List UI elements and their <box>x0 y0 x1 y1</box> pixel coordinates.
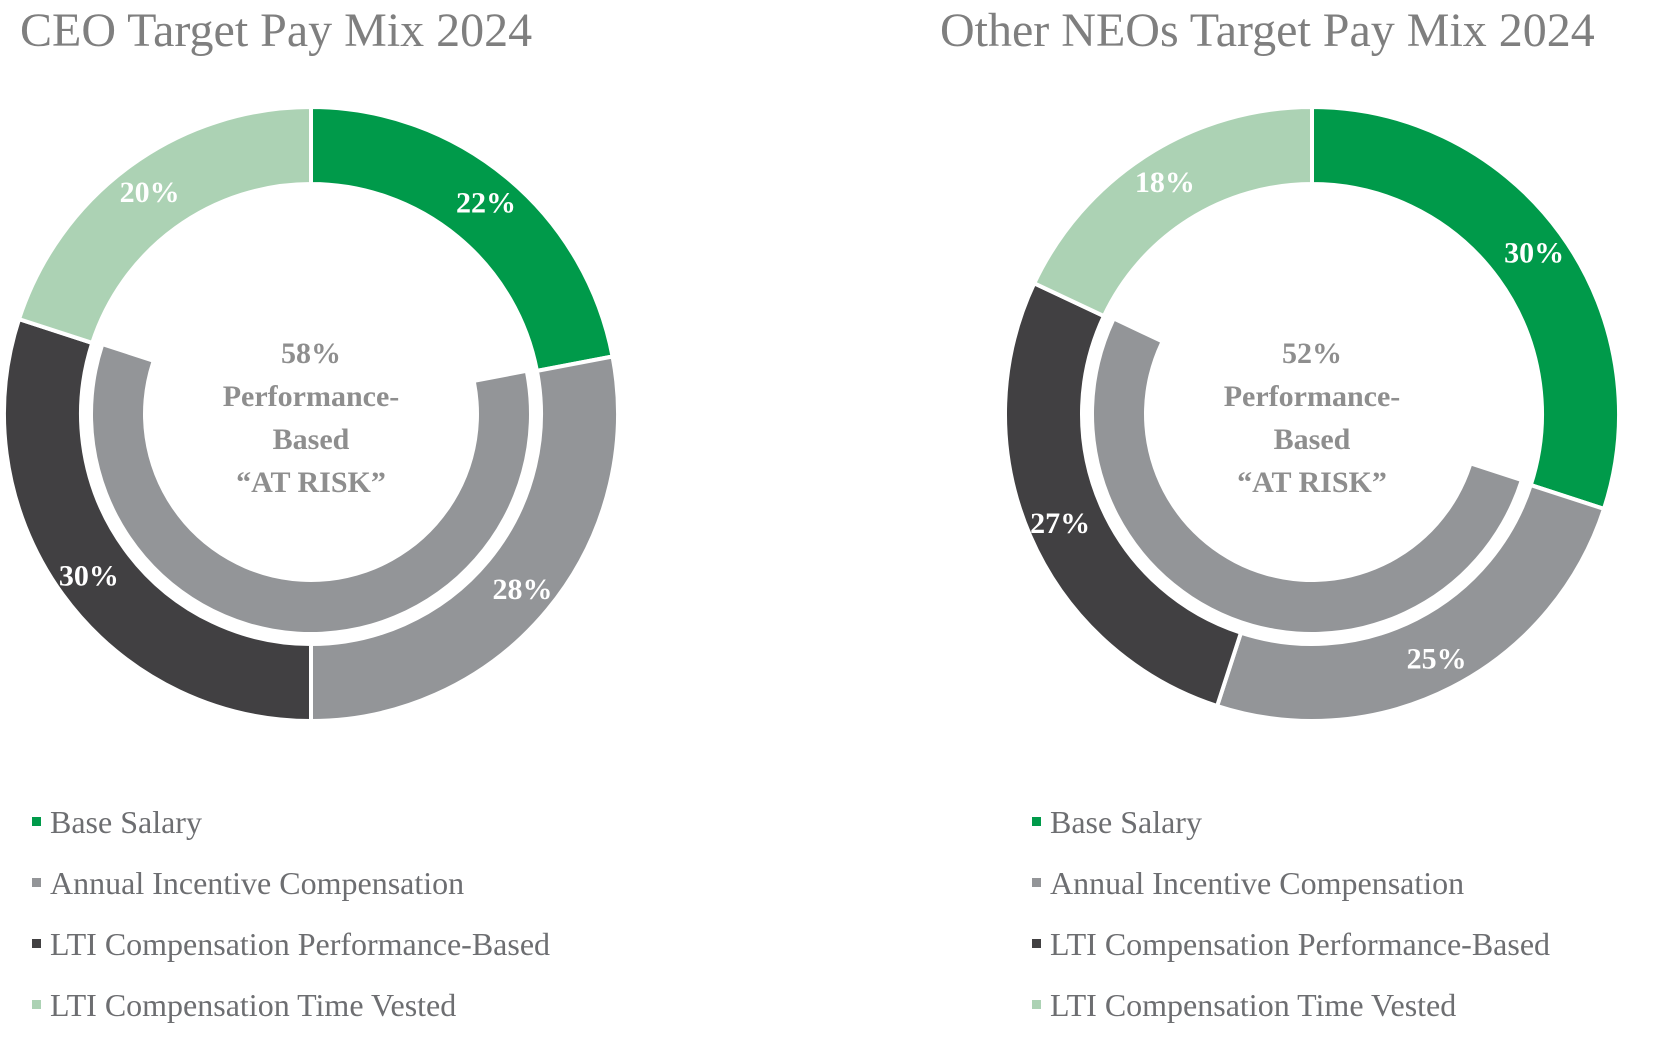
legend-item: LTI Compensation Time Vested <box>50 987 456 1023</box>
center-text: Performance- <box>1224 380 1401 413</box>
slice-label: 27% <box>1030 507 1090 540</box>
legend-item: Annual Incentive Compensation <box>1050 865 1464 901</box>
center-text: 58% <box>281 337 341 370</box>
legend-marker <box>1032 1000 1041 1009</box>
slice-label: 18% <box>1135 166 1195 199</box>
donut-chart-other-neos: Other NEOs Target Pay Mix 2024 30% 25% 27% 1… <box>940 4 1621 1023</box>
inner-ring-at-risk <box>92 346 529 633</box>
legend-marker <box>32 1000 41 1009</box>
center-text: Based <box>1274 423 1351 456</box>
slice-lti-compensation-performance-based <box>1003 280 1244 709</box>
center-text: “AT RISK” <box>236 466 386 499</box>
slice-lti-compensation-performance-based <box>2 316 313 724</box>
slice-lti-compensation-time-vested <box>16 104 313 346</box>
center-text: Performance- <box>223 380 400 413</box>
chart-title: CEO Target Pay Mix 2024 <box>20 4 532 57</box>
slice-base-salary <box>309 104 615 374</box>
legend-item: LTI Compensation Performance-Based <box>50 926 550 962</box>
legend-item: Base Salary <box>50 804 202 840</box>
center-text: Based <box>273 423 350 456</box>
chart-title: Other NEOs Target Pay Mix 2024 <box>940 4 1595 57</box>
slice-lti-compensation-time-vested <box>1031 104 1314 319</box>
legend-item: Base Salary <box>1050 804 1202 840</box>
legend-marker <box>1032 817 1041 826</box>
center-text: 52% <box>1282 337 1342 370</box>
donut-chart-ceo: CEO Target Pay Mix 2024 22% 28% 30% 20% 58% Pe… <box>2 4 620 1023</box>
slice-label: 28% <box>493 573 553 606</box>
legend-item: LTI Compensation Time Vested <box>1050 987 1456 1023</box>
slice-base-salary <box>1310 104 1621 512</box>
center-text: “AT RISK” <box>1237 466 1387 499</box>
slice-label: 25% <box>1407 643 1467 676</box>
legend-marker <box>32 878 41 887</box>
slice-label: 30% <box>59 559 119 592</box>
legend-item: LTI Compensation Performance-Based <box>1050 926 1550 962</box>
legend-marker <box>1032 878 1041 887</box>
slice-label: 20% <box>120 176 180 209</box>
legend-marker <box>32 817 41 826</box>
slice-annual-incentive-compensation <box>1214 482 1607 723</box>
legend-item: Annual Incentive Compensation <box>50 865 464 901</box>
legend-marker <box>32 939 41 948</box>
slice-label: 30% <box>1504 237 1564 270</box>
inner-ring-at-risk <box>1094 321 1520 632</box>
slice-label: 22% <box>456 186 516 219</box>
legend-marker <box>1032 939 1041 948</box>
